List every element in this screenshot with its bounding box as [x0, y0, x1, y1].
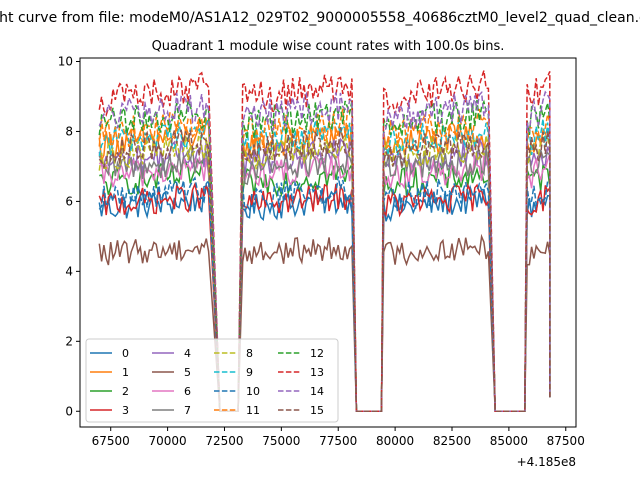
legend-label-8: 8: [246, 347, 253, 360]
legend-label-4: 4: [184, 347, 191, 360]
x-tick-label: 72500: [205, 434, 243, 448]
x-tick-label: 77500: [319, 434, 357, 448]
legend-label-15: 15: [310, 404, 324, 417]
legend-label-2: 2: [122, 385, 129, 398]
x-tick-label: 87500: [547, 434, 585, 448]
y-tick-label: 8: [65, 124, 73, 138]
x-tick-label: 85000: [490, 434, 528, 448]
x-offset-label: +4.185e8: [517, 455, 576, 469]
series-line-12: [98, 98, 551, 413]
series-line-3: [98, 181, 551, 413]
chart-title: Quadrant 1 module wise count rates with …: [152, 39, 505, 54]
x-tick-label: 70000: [149, 434, 187, 448]
legend-label-11: 11: [246, 404, 260, 417]
axis-ticks: 67500 70000 72500 75000 77500 80000 82500 85000…: [58, 54, 585, 448]
legend-label-13: 13: [310, 366, 324, 379]
legend-label-14: 14: [310, 385, 324, 398]
series-layer: [98, 70, 551, 413]
y-tick-label: 2: [65, 334, 73, 348]
y-tick-label: 4: [65, 264, 73, 278]
x-tick-label: 75000: [262, 434, 300, 448]
legend-label-7: 7: [184, 404, 191, 417]
y-tick-label: 6: [65, 194, 73, 208]
legend-label-0: 0: [122, 347, 129, 360]
series-line-13: [98, 70, 551, 413]
series-line-5: [98, 233, 551, 413]
series-line-14: [98, 90, 551, 413]
x-tick-label: 82500: [433, 434, 471, 448]
x-tick-label: 67500: [92, 434, 130, 448]
figure-suptitle: Light curve from file: modeM0/AS1A12_029…: [0, 10, 640, 26]
legend-box: [85, 338, 339, 423]
legend-label-3: 3: [122, 404, 129, 417]
series-line-10: [98, 176, 551, 413]
y-tick-label: 0: [65, 404, 73, 418]
legend-label-1: 1: [122, 366, 129, 379]
x-tick-label: 80000: [376, 434, 414, 448]
legend-label-5: 5: [184, 366, 191, 379]
legend-label-10: 10: [246, 385, 260, 398]
series-line-6: [98, 151, 551, 413]
legend-label-12: 12: [310, 347, 324, 360]
y-tick-label: 10: [58, 54, 73, 68]
legend-label-9: 9: [246, 366, 253, 379]
plot-frame: [79, 57, 577, 428]
series-line-15: [98, 127, 551, 413]
legend-label-6: 6: [184, 385, 191, 398]
